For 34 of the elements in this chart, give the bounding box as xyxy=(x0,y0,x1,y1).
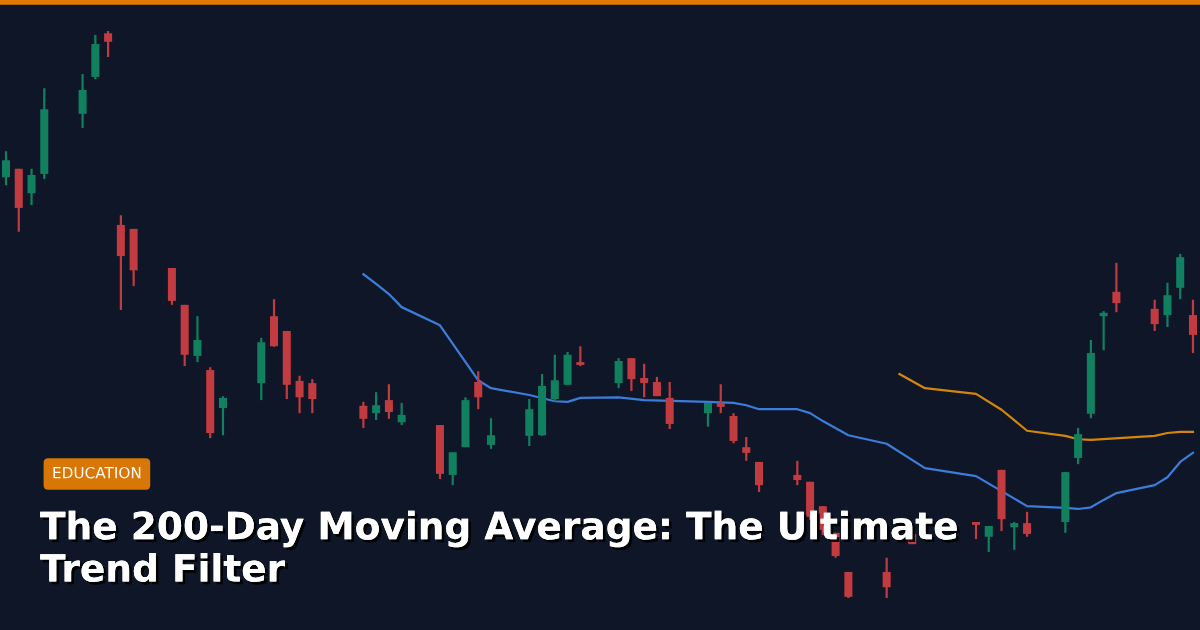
candlestick xyxy=(448,451,457,487)
candlestick xyxy=(104,31,113,59)
candlestick xyxy=(627,357,636,393)
candlestick xyxy=(1074,426,1083,466)
candlestick xyxy=(576,345,585,368)
candlestick xyxy=(614,357,623,390)
annotation: EDUCATION xyxy=(53,466,141,479)
candlestick xyxy=(486,417,496,450)
candlestick xyxy=(1163,281,1172,329)
candlestick xyxy=(742,435,751,462)
candlestick xyxy=(1150,298,1159,333)
candlestick xyxy=(1188,298,1197,355)
candlestick xyxy=(78,72,87,130)
candlestick xyxy=(27,167,36,207)
candlestick xyxy=(295,374,304,415)
candlestick xyxy=(1112,261,1121,314)
candlestick xyxy=(793,459,802,487)
candlestick xyxy=(474,370,483,411)
candlestick xyxy=(397,401,406,427)
candlestick xyxy=(218,395,227,437)
candlestick xyxy=(384,383,393,420)
candlestick xyxy=(550,353,559,403)
candlestick xyxy=(755,460,764,494)
candlestick xyxy=(1010,520,1019,551)
candlestick xyxy=(372,391,381,422)
candlestick xyxy=(193,315,202,364)
candlestick xyxy=(359,400,368,430)
candlestick xyxy=(640,362,649,399)
candlestick xyxy=(1,150,11,187)
candlestick xyxy=(984,524,993,554)
candlestick xyxy=(882,556,891,598)
candlestick xyxy=(1023,510,1032,538)
candlestick xyxy=(716,383,725,415)
candlestick xyxy=(308,378,317,415)
